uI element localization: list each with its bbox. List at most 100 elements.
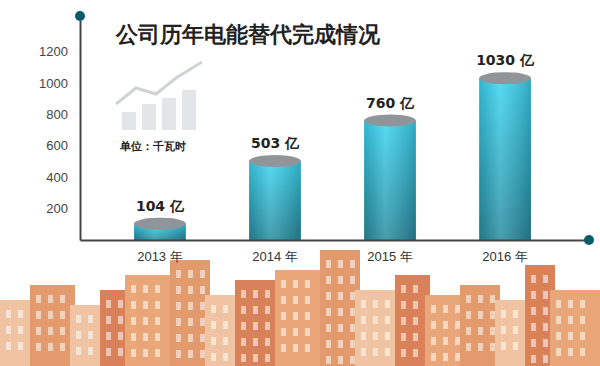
window <box>326 308 331 316</box>
window <box>293 280 298 288</box>
window <box>326 356 331 364</box>
window <box>265 290 270 298</box>
bar-shade <box>249 161 301 240</box>
window <box>176 350 181 358</box>
window <box>281 280 286 288</box>
window <box>131 317 136 325</box>
window <box>443 305 448 313</box>
window <box>466 311 471 319</box>
window <box>223 353 228 361</box>
window <box>361 316 366 324</box>
building <box>205 295 240 366</box>
window <box>188 334 193 342</box>
bar-cap <box>249 155 301 167</box>
title: 公司历年电能替代完成情况 <box>115 22 381 47</box>
chart: 200400600800100012002013 年2014 年2015 年20… <box>0 0 600 366</box>
window <box>88 331 93 339</box>
building <box>395 275 430 366</box>
icon-line <box>116 62 202 104</box>
window <box>513 310 518 318</box>
window <box>338 292 343 300</box>
window <box>131 285 136 293</box>
window <box>88 347 93 355</box>
window <box>401 333 406 341</box>
x-tick: 2016 年 <box>482 240 528 264</box>
window <box>556 316 561 324</box>
window <box>431 321 436 329</box>
window <box>143 301 148 309</box>
window <box>118 332 123 340</box>
y-tick: 1000 <box>39 76 80 91</box>
window <box>293 344 298 352</box>
window <box>76 331 81 339</box>
window <box>413 301 418 309</box>
window <box>281 328 286 336</box>
window <box>543 291 548 299</box>
window <box>48 311 53 319</box>
window <box>385 300 390 308</box>
window <box>455 337 460 345</box>
window <box>131 301 136 309</box>
window <box>490 343 495 351</box>
window <box>568 300 573 308</box>
window <box>143 349 148 357</box>
window <box>200 350 205 358</box>
window <box>18 342 23 350</box>
window <box>281 312 286 320</box>
window <box>568 316 573 324</box>
window <box>350 308 355 316</box>
window <box>338 308 343 316</box>
window <box>455 305 460 313</box>
subtitle: 单位：千瓦时 <box>119 140 186 153</box>
window <box>118 316 123 324</box>
window <box>36 311 41 319</box>
window <box>18 310 23 318</box>
window <box>361 332 366 340</box>
building <box>235 280 280 366</box>
x-tick-label: 2015 年 <box>367 249 413 264</box>
x-axis: 2013 年2014 年2015 年2016 年 <box>81 240 586 264</box>
window <box>431 353 436 361</box>
window <box>350 324 355 332</box>
window <box>305 344 310 352</box>
window <box>373 316 378 324</box>
y-tick-label: 600 <box>46 138 68 153</box>
bar-cap <box>479 72 531 84</box>
window <box>18 326 23 334</box>
window <box>350 276 355 284</box>
window <box>48 327 53 335</box>
bar-cap <box>364 115 416 127</box>
window <box>373 332 378 340</box>
window <box>106 348 111 356</box>
window <box>478 327 483 335</box>
window <box>580 300 585 308</box>
window <box>568 348 573 356</box>
window <box>385 348 390 356</box>
window <box>413 285 418 293</box>
window <box>265 322 270 330</box>
y-tick-label: 1000 <box>39 76 68 91</box>
window <box>188 350 193 358</box>
window <box>543 355 548 363</box>
window <box>455 353 460 361</box>
window <box>176 334 181 342</box>
data-label: 1030 亿 <box>476 52 535 68</box>
window <box>188 270 193 278</box>
x-tick-label: 2014 年 <box>252 249 298 264</box>
window <box>253 290 258 298</box>
window <box>48 343 53 351</box>
window <box>200 286 205 294</box>
axis-dot <box>584 235 594 245</box>
window <box>131 333 136 341</box>
window <box>338 356 343 364</box>
bar-cap <box>134 218 186 230</box>
building <box>275 270 325 366</box>
window <box>401 301 406 309</box>
window <box>543 323 548 331</box>
window <box>513 326 518 334</box>
window <box>305 296 310 304</box>
window <box>106 316 111 324</box>
window <box>211 321 216 329</box>
window <box>155 333 160 341</box>
window <box>350 356 355 364</box>
